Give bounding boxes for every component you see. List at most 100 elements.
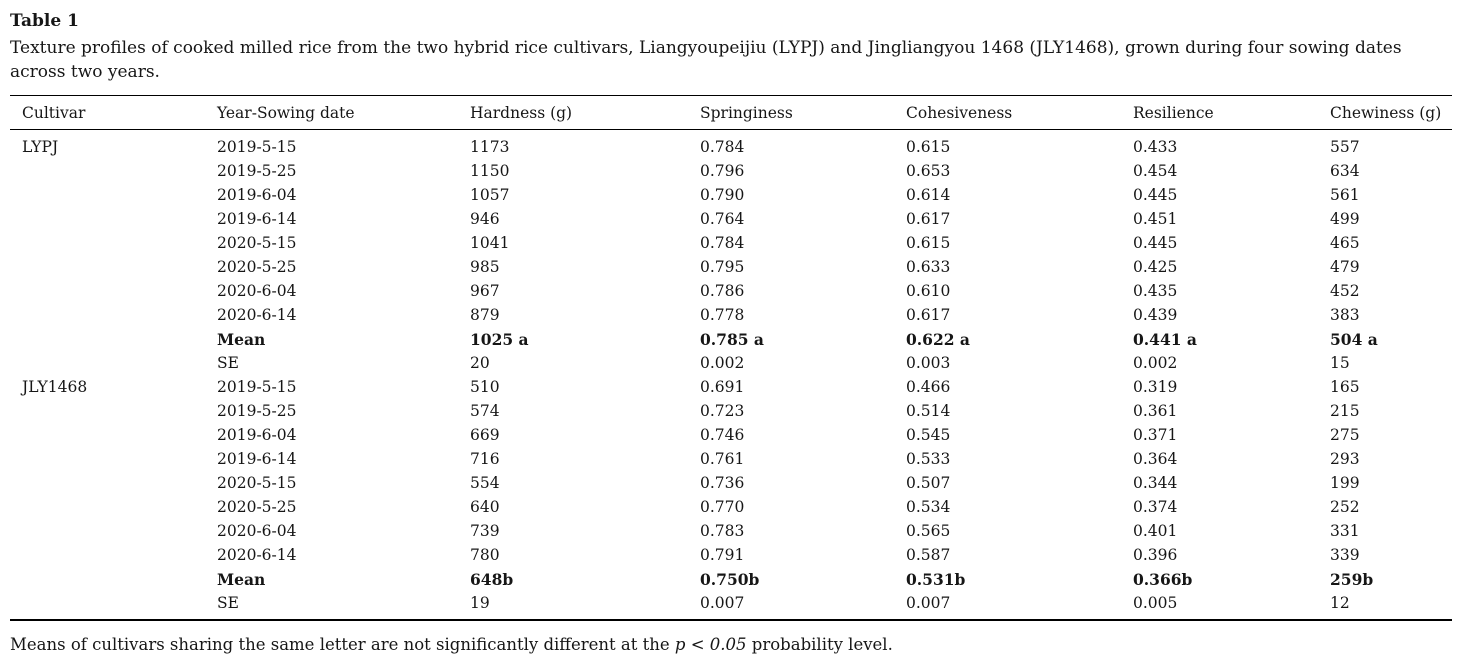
table-cell: 0.007 [700,594,745,612]
table-cell: 648b [470,570,514,589]
table-cell: 339 [1330,546,1360,564]
table-cell: 0.366b [1133,570,1193,589]
table-cell: 2019-6-14 [217,450,297,468]
table-cell: Mean [217,570,266,589]
table-cell: 0.746 [700,426,745,444]
table-cell: 2019-5-15 [217,378,297,396]
table-cell: 0.761 [700,450,745,468]
table-cell: 510 [470,378,500,396]
table-cell: 0.466 [906,378,951,396]
table-cell: 2020-6-14 [217,306,297,324]
table-cell: 2019-6-04 [217,426,297,444]
table-row: 2019-6-04 669 0.746 0.545 0.371 275 [10,424,1452,448]
table-cell: 0.514 [906,402,951,420]
table-cell: 0.785 a [700,330,764,349]
table-cell: Mean [217,330,266,349]
table-row: 2020-6-14 879 0.778 0.617 0.439 383 [10,304,1452,328]
table-cell: 0.615 [906,138,951,156]
table-header-row: Cultivar Year-Sowing date Hardness (g) S… [10,95,1452,130]
table-cell: 0.783 [700,522,745,540]
table-cell: 504 a [1330,330,1378,349]
column-header-cohesiveness: Cohesiveness [894,95,1121,130]
table-cell: 0.425 [1133,258,1178,276]
table-cell: 0.435 [1133,282,1178,300]
table-row: 2019-5-25 1150 0.796 0.653 0.454 634 [10,160,1452,184]
table-cell [10,160,205,184]
table-cell: 0.653 [906,162,951,180]
table-cell: 383 [1330,306,1360,324]
table-cell: JLY1468 [22,378,88,396]
table-cell: 0.439 [1133,306,1178,324]
table-cell: 452 [1330,282,1360,300]
table-cell [10,352,205,376]
table-cell: 2020-6-04 [217,282,297,300]
table-cell [10,280,205,304]
table-cell [10,424,205,448]
table-cell: 557 [1330,138,1360,156]
table-cell: SE [217,354,239,372]
table-cell: 165 [1330,378,1360,396]
table-cell: 0.533 [906,450,951,468]
table-cell: 0.371 [1133,426,1178,444]
table-cell: 0.770 [700,498,745,516]
table-cell: 574 [470,402,500,420]
column-header-hardness: Hardness (g) [458,95,688,130]
table-cell: SE [217,594,239,612]
footnote-text-suffix: probability level. [746,635,893,654]
table-cell: 985 [470,258,500,276]
table-cell: 215 [1330,402,1360,420]
table-cell: 12 [1330,594,1350,612]
table-cell: 739 [470,522,500,540]
table-cell: 967 [470,282,500,300]
column-header-cultivar: Cultivar [10,95,205,130]
table-cell: 0.433 [1133,138,1178,156]
table-cell: 0.454 [1133,162,1178,180]
table-cell: 879 [470,306,500,324]
table-cell [10,184,205,208]
column-header-resilience: Resilience [1121,95,1318,130]
table-cell: 1057 [470,186,510,204]
table-cell: 0.622 a [906,330,970,349]
table-number-label: Table 1 [10,11,79,31]
table-cell: 1150 [470,162,510,180]
table-cell: 331 [1330,522,1360,540]
table-cell: 15 [1330,354,1350,372]
table-cell: 465 [1330,234,1360,252]
table-cell: 2019-6-04 [217,186,297,204]
table-cell: 259b [1330,570,1374,589]
table-cell: 1041 [470,234,510,252]
table-cell: 669 [470,426,500,444]
column-header-chewiness: Chewiness (g) [1318,95,1452,130]
table-cell: 0.005 [1133,594,1178,612]
table-cell: 19 [470,594,490,612]
table-cell [10,328,205,352]
table-cell: 0.445 [1133,234,1178,252]
table-cell [10,568,205,592]
table-cell: 0.002 [700,354,745,372]
table-cell: 0.784 [700,138,745,156]
table-cell: 0.531b [906,570,966,589]
table-cell: 0.344 [1133,474,1178,492]
table-cell: 561 [1330,186,1360,204]
table-cell: 252 [1330,498,1360,516]
table-cell: 634 [1330,162,1360,180]
table-cell: 0.319 [1133,378,1178,396]
table-cell: 2019-6-14 [217,210,297,228]
table-cell: 0.002 [1133,354,1178,372]
table-cell: 0.507 [906,474,951,492]
table-cell: 2020-6-14 [217,546,297,564]
table-cell: 2020-6-04 [217,522,297,540]
table-cell: LYPJ [22,138,59,156]
table-row: 2020-5-25 985 0.795 0.633 0.425 479 [10,256,1452,280]
table-cell: 946 [470,210,500,228]
table-cell: 0.614 [906,186,951,204]
table-cell: 2019-5-25 [217,402,297,420]
table-cell: 0.534 [906,498,951,516]
table-cell: 2020-5-15 [217,234,297,252]
table-row: LYPJ 2019-5-15 1173 0.784 0.615 0.433 557 [10,130,1452,160]
table-cell: 2020-5-25 [217,498,297,516]
table-row: 2020-6-04 967 0.786 0.610 0.435 452 [10,280,1452,304]
column-header-year-sowing-date: Year-Sowing date [205,95,458,130]
table-cell: 640 [470,498,500,516]
table-cell: 0.791 [700,546,745,564]
